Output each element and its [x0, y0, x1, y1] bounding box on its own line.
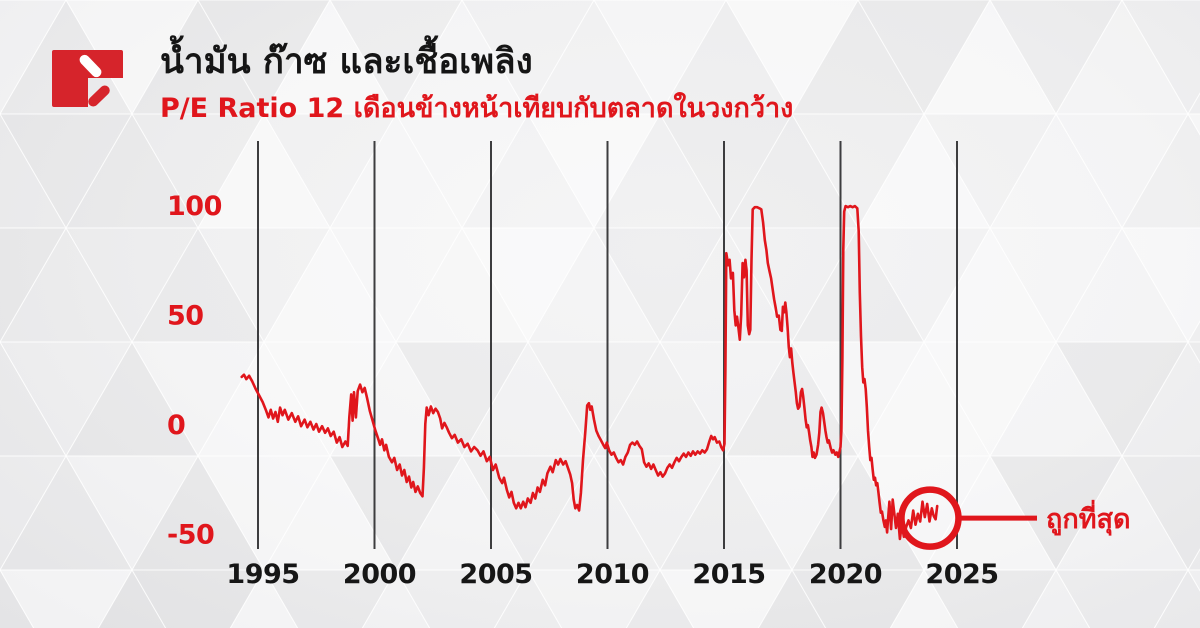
x-tick-label-2000: 2000 — [343, 559, 416, 590]
background-triangle — [1121, 227, 1200, 343]
logo-square — [52, 50, 123, 107]
logo-bottom-slash-icon — [88, 85, 110, 107]
x-tick-label-1995: 1995 — [226, 559, 299, 590]
x-tick-label-2025: 2025 — [925, 559, 998, 590]
x-tick-label-2005: 2005 — [459, 559, 532, 590]
background-triangle — [1187, 113, 1200, 136]
background-triangle — [1121, 0, 1200, 115]
x-tick-label-2015: 2015 — [692, 559, 765, 590]
y-tick-label--50: -50 — [167, 520, 214, 551]
x-tick-label-2010: 2010 — [576, 559, 649, 590]
x-tick-label-2020: 2020 — [809, 559, 882, 590]
annotation-circle — [898, 486, 962, 550]
header: น้ำมัน ก๊าซ และเชื้อเพลิง P/E Ratio 12 เ… — [160, 40, 1060, 125]
annotation-label: ถูกที่สุด — [1046, 499, 1131, 536]
y-tick-label-100: 100 — [167, 191, 222, 222]
y-tick-label-0: 0 — [167, 410, 185, 441]
background-triangle — [1121, 455, 1200, 571]
brand-logo — [52, 50, 123, 107]
background-triangle — [1187, 569, 1200, 592]
background-triangle — [1153, 569, 1200, 628]
page-title: น้ำมัน ก๊าซ และเชื้อเพลิง — [160, 42, 533, 82]
page-subtitle: P/E Ratio 12 เดือนข้างหน้าเทียบกับตลาดใน… — [160, 92, 794, 124]
y-tick-label-50: 50 — [167, 301, 204, 332]
pe-ratio-series-line — [240, 204, 939, 541]
logo-top-slash-icon — [79, 54, 102, 78]
